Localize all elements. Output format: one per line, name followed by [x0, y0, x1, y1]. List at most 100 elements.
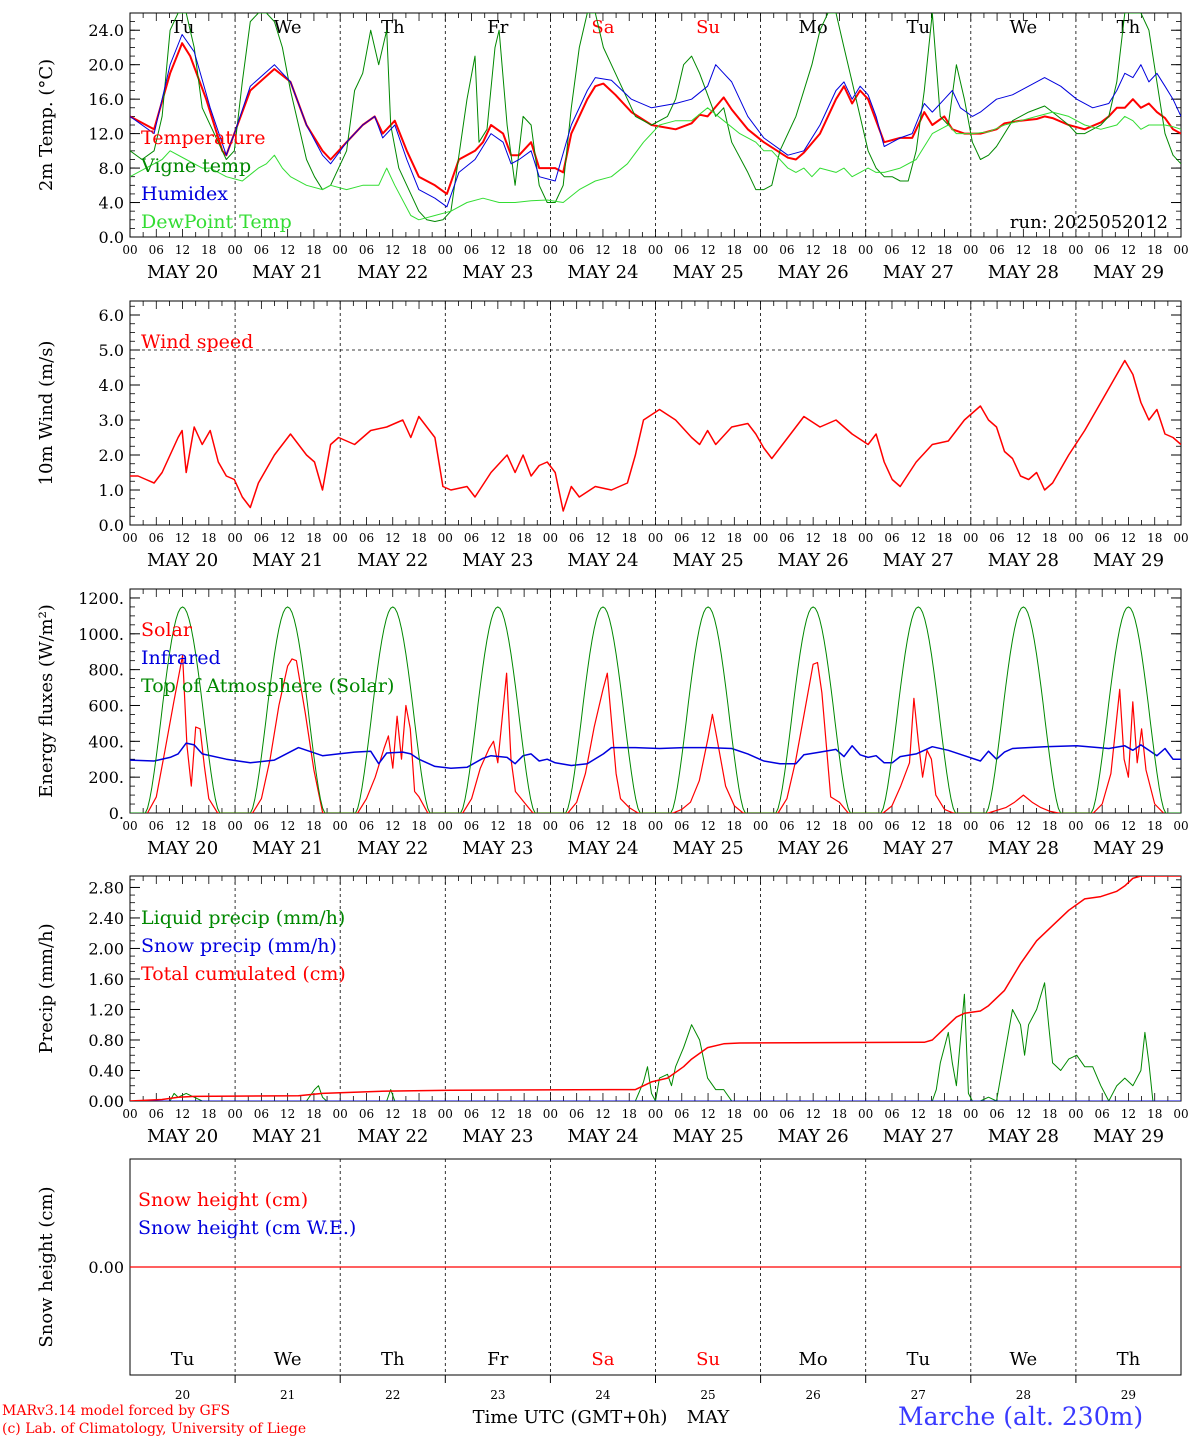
day-label: MAY 27 [883, 838, 954, 859]
hour-tick-label: 18 [306, 1107, 321, 1121]
hour-tick-label: 18 [1042, 243, 1057, 257]
y-tick-label: 200. [88, 768, 124, 787]
hour-tick-label: 12 [280, 819, 295, 833]
day-label: MAY 29 [1093, 1126, 1164, 1147]
day-label: MAY 25 [672, 1126, 743, 1147]
y-tick-label: 3.0 [99, 411, 124, 430]
hour-tick-label: 06 [569, 819, 584, 833]
hour-tick-label: 00 [753, 243, 768, 257]
hour-tick-label: 18 [411, 1107, 426, 1121]
y-tick-label: 8.0 [99, 159, 124, 178]
day-number-label: 26 [806, 1388, 821, 1402]
y-tick-label: 5.0 [99, 341, 124, 360]
hour-tick-label: 12 [1121, 1107, 1136, 1121]
y-tick-label: 0.00 [88, 1258, 124, 1277]
day-label: MAY 24 [567, 550, 638, 571]
hour-tick-label: 00 [858, 243, 873, 257]
hour-tick-label: 12 [595, 819, 610, 833]
series-line-wind-speed [130, 359, 1181, 512]
series-group [130, 359, 1181, 512]
legend-entry: Solar [141, 619, 193, 641]
day-label: MAY 29 [1093, 838, 1164, 859]
day-label: MAY 28 [988, 550, 1059, 571]
hour-tick-label: 00 [333, 819, 348, 833]
hour-tick-label: 00 [333, 243, 348, 257]
hour-tick-label: 18 [1147, 531, 1162, 545]
y-tick-label: 1.20 [88, 1000, 124, 1019]
hour-tick-label: 06 [779, 243, 794, 257]
day-label: MAY 22 [357, 262, 428, 283]
hour-tick-label: 00 [122, 1107, 137, 1121]
hour-tick-label: 06 [779, 1107, 794, 1121]
hour-tick-label: 12 [1121, 531, 1136, 545]
hour-tick-label: 06 [674, 819, 689, 833]
day-label: MAY 20 [147, 262, 218, 283]
hour-tick-label: 12 [595, 243, 610, 257]
hour-tick-label: 12 [1016, 243, 1031, 257]
hour-tick-label: 12 [385, 243, 400, 257]
series-line-liquid-precip-mm-h [130, 982, 1181, 1101]
day-number-label: 20 [175, 1388, 190, 1402]
hour-tick-label: 00 [648, 1107, 663, 1121]
weekday-label: Th [381, 17, 405, 38]
hour-tick-label: 12 [911, 531, 926, 545]
y-tick-label: 0.0 [99, 228, 124, 247]
y-tick-label: 0. [109, 804, 124, 823]
hour-tick-label: 12 [595, 531, 610, 545]
legend-entry: Top of Atmosphere (Solar) [141, 675, 394, 697]
hour-tick-label: 06 [464, 531, 479, 545]
hour-tick-label: 18 [411, 243, 426, 257]
y-tick-label: 0.0 [99, 516, 124, 535]
day-number-label: 28 [1016, 1388, 1031, 1402]
hour-tick-label: 18 [727, 531, 742, 545]
legend-entry: Humidex [141, 183, 228, 205]
panel-precip: 00 06 12 18 00 06 12 18 00 06 12 18 00 06 12 18 00 06 12 18… [36, 875, 1189, 1147]
hour-tick-label: 18 [411, 819, 426, 833]
hour-tick-label: 00 [227, 819, 242, 833]
hour-tick-label: 12 [175, 243, 190, 257]
legend-entry: Total cumulated (cm) [141, 963, 346, 985]
hour-tick-label: 06 [464, 819, 479, 833]
hour-tick-label: 12 [1016, 531, 1031, 545]
hour-tick-label: 18 [411, 531, 426, 545]
day-label: MAY 28 [988, 1126, 1059, 1147]
hour-tick-label: 18 [1147, 243, 1162, 257]
y-tick-label: 1.60 [88, 970, 124, 989]
hour-tick-label: 00 [1173, 531, 1188, 545]
hour-tick-label: 18 [622, 1107, 637, 1121]
hour-tick-label: 06 [884, 819, 899, 833]
y-tick-label: 1.0 [99, 481, 124, 500]
day-label: MAY 28 [988, 838, 1059, 859]
hour-tick-label: 06 [254, 243, 269, 257]
hour-tick-label: 12 [700, 819, 715, 833]
hour-tick-label: 00 [963, 1107, 978, 1121]
hour-tick-label: 00 [1068, 819, 1083, 833]
day-label: MAY 21 [252, 262, 323, 283]
hour-tick-label: 06 [779, 819, 794, 833]
weekday-label: Mo [799, 17, 828, 38]
hour-tick-label: 18 [727, 1107, 742, 1121]
legend-entry: Snow height (cm) [138, 1189, 308, 1211]
hour-tick-label: 18 [832, 243, 847, 257]
station-name: Marche (alt. 230m) [898, 1402, 1144, 1431]
hour-tick-label: 00 [438, 243, 453, 257]
series-line-top-of-atmosphere-solar [130, 606, 1181, 813]
weekday-label: Fr [487, 17, 508, 38]
y-tick-label: 2.0 [99, 446, 124, 465]
day-label: MAY 24 [567, 1126, 638, 1147]
hour-tick-label: 18 [727, 819, 742, 833]
hour-tick-label: 00 [1173, 1107, 1188, 1121]
hour-tick-label: 06 [359, 1107, 374, 1121]
hour-tick-label: 00 [1068, 243, 1083, 257]
hour-tick-label: 06 [149, 819, 164, 833]
hour-tick-label: 18 [201, 819, 216, 833]
run-label: run: 2025052012 [1010, 212, 1168, 233]
day-label: MAY 24 [567, 838, 638, 859]
day-label: MAY 29 [1093, 550, 1164, 571]
hour-tick-label: 00 [543, 1107, 558, 1121]
hour-tick-label: 18 [516, 1107, 531, 1121]
hour-tick-label: 12 [385, 531, 400, 545]
hour-tick-label: 06 [149, 531, 164, 545]
y-tick-label: 400. [88, 732, 124, 751]
